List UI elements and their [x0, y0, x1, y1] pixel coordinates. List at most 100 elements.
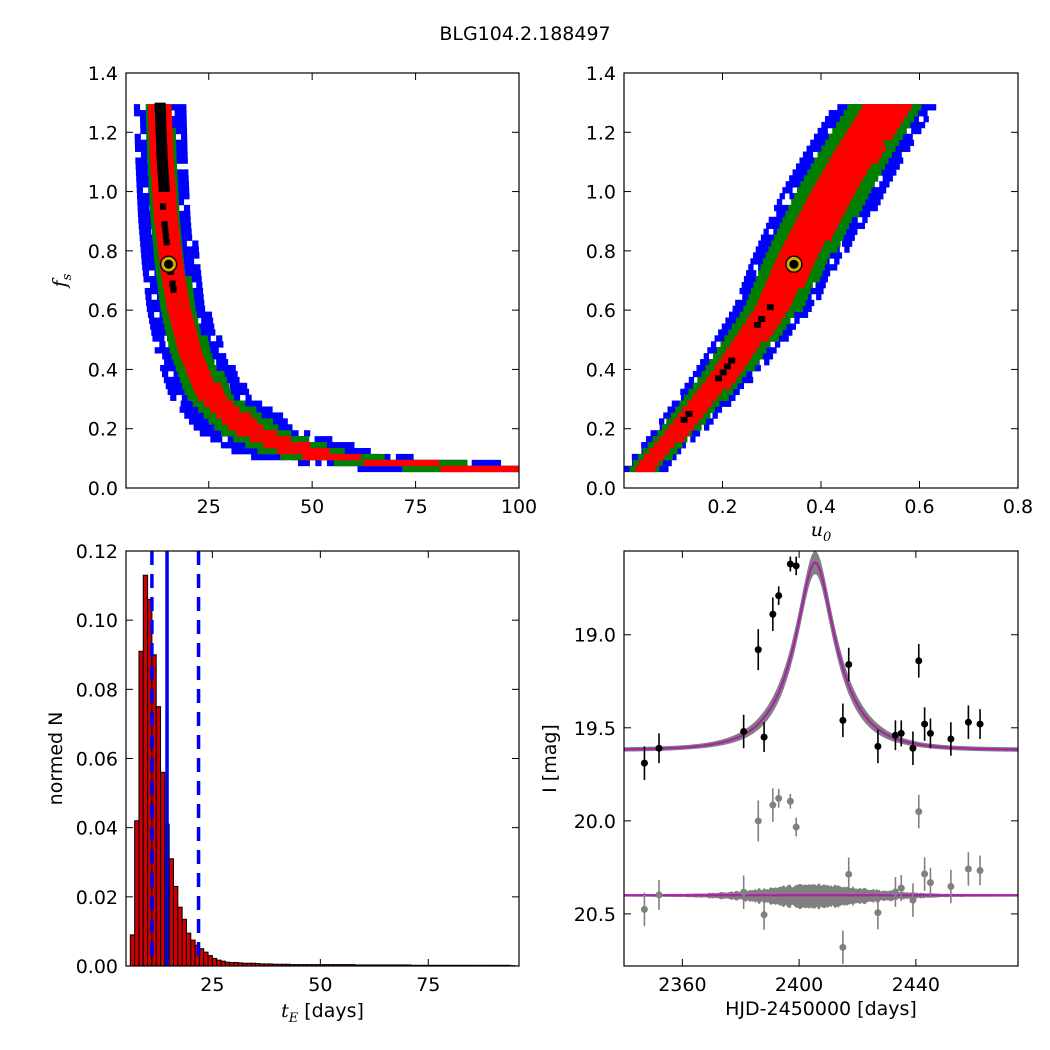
heatmap-cell-inner [196, 364, 203, 372]
heatmap-cell-outer [179, 228, 186, 235]
heatmap-cell-outer [477, 459, 484, 467]
heatmap-cell-inner [171, 299, 178, 307]
heatmap-cell-outer [203, 329, 210, 336]
heatmap-cell-outer [748, 264, 754, 271]
heatmap-cell-inner [175, 246, 182, 253]
heatmap-cell-outer [174, 121, 182, 129]
heatmap-cell-outer [181, 252, 188, 259]
heatmap-cell-inner [323, 447, 330, 455]
heatmap-cell-outer [185, 222, 192, 230]
heatmap-cell-inner [751, 347, 757, 354]
heatmap-cell-middle [874, 163, 881, 170]
heatmap-cell-inner [806, 234, 813, 241]
x-axis-label: HJD-2450000 [days] [725, 998, 917, 1020]
heatmap-cell-middle [455, 459, 462, 467]
heatmap-cell-inner [331, 453, 338, 461]
heatmap-cell-outer [489, 459, 496, 467]
heatmap-cell-outer [195, 412, 203, 419]
heatmap-cell-outer [631, 453, 638, 461]
heatmap-cell-middle [149, 198, 156, 206]
heatmap-cell-inner [664, 436, 670, 443]
heatmap-cell-inner [791, 246, 797, 253]
heatmap-cell-inner [772, 287, 778, 295]
heatmap-cell-inner [760, 311, 766, 318]
heatmap-cell-middle [339, 459, 346, 467]
heatmap-cell-inner [308, 453, 315, 461]
residual-point [655, 891, 663, 899]
y-tick-label: 0.04 [76, 818, 118, 840]
heatmap-cell-outer [882, 175, 889, 182]
heatmap-cell-inner [796, 216, 802, 224]
heatmap-cell-inner [848, 175, 854, 182]
heatmap-cell-inner [825, 216, 832, 224]
heatmap-cell-outer [823, 133, 830, 141]
heatmap-cell-middle [221, 430, 228, 437]
heatmap-cell-inner [830, 163, 836, 170]
heatmap-cell-outer [183, 193, 190, 200]
heatmap-cell-inner [835, 163, 841, 170]
heatmap-cell-inner [858, 157, 864, 164]
heatmap-cell-inner [746, 347, 752, 354]
heatmap-cell-inner [175, 287, 182, 295]
heatmap-cell-middle [541, 466, 547, 472]
heatmap-cell-middle [777, 329, 783, 336]
heatmap-cell-inner [164, 193, 171, 200]
heatmap-cell-inner [865, 121, 871, 129]
heatmap-cell-middle [173, 359, 180, 366]
heatmap-cell-inner [887, 133, 894, 141]
heatmap-cell-outer [175, 139, 182, 147]
heatmap-cell-middle [266, 424, 273, 431]
heatmap-cell-middle [881, 151, 888, 158]
heatmap-cell-inner [815, 246, 822, 253]
heatmap-cell-outer [180, 400, 187, 407]
heatmap-cell-inner [803, 240, 810, 247]
heatmap-cell-inner [725, 382, 732, 390]
heatmap-cell-outer [884, 163, 890, 170]
heatmap-cell-inner [198, 370, 205, 378]
heatmap-cell-core [758, 316, 766, 322]
heatmap-cell-outer [909, 121, 916, 129]
heatmap-cell-middle [152, 234, 159, 241]
heatmap-cell-middle [801, 198, 807, 206]
heatmap-cell-outer [159, 341, 166, 348]
heatmap-cell-inner [826, 204, 833, 212]
heatmap-cell-inner [897, 110, 903, 117]
heatmap-cell-inner [875, 145, 881, 152]
heatmap-cell-inner [841, 187, 847, 194]
heatmap-cell-outer [175, 151, 182, 158]
heatmap-cell-middle [791, 198, 797, 206]
heatmap-cell-inner [181, 317, 189, 324]
heatmap-cell-middle [884, 139, 890, 147]
heatmap-cell-outer [852, 228, 858, 235]
heatmap-cell-outer [181, 151, 188, 158]
y-tick-label: 0.2 [586, 419, 616, 441]
heatmap-cell-outer [862, 204, 869, 212]
heatmap-cell-inner [834, 181, 841, 188]
heatmap-cell-middle [824, 252, 831, 259]
heatmap-cell-outer [280, 424, 287, 431]
heatmap-cell-inner [710, 370, 716, 378]
heatmap-cell-inner [865, 145, 871, 152]
heatmap-cell-middle [864, 181, 870, 188]
heatmap-cell-middle [153, 252, 161, 259]
heatmap-cell-outer [150, 287, 157, 295]
heatmap-cell-inner [815, 198, 821, 206]
heatmap-cell-outer [888, 157, 894, 164]
heatmap-cell-middle [166, 335, 174, 342]
data-point [921, 720, 929, 728]
heatmap-cell-middle [850, 198, 856, 206]
heatmap-cell-outer [828, 110, 835, 117]
heatmap-cell-outer [191, 293, 198, 301]
heatmap-cell-middle [266, 418, 273, 425]
heatmap-cell-core [157, 161, 169, 169]
heatmap-cell-inner [737, 353, 743, 360]
heatmap-cell-inner [151, 181, 158, 188]
heatmap-cell-inner [692, 394, 698, 401]
heatmap-cell-inner [696, 388, 702, 396]
heatmap-cell-middle [436, 465, 444, 473]
heatmap-cell-outer [160, 347, 167, 354]
data-point [964, 718, 972, 726]
heatmap-cell-middle [206, 353, 213, 360]
heatmap-cell-middle [239, 436, 246, 443]
heatmap-cell-middle [700, 418, 707, 425]
